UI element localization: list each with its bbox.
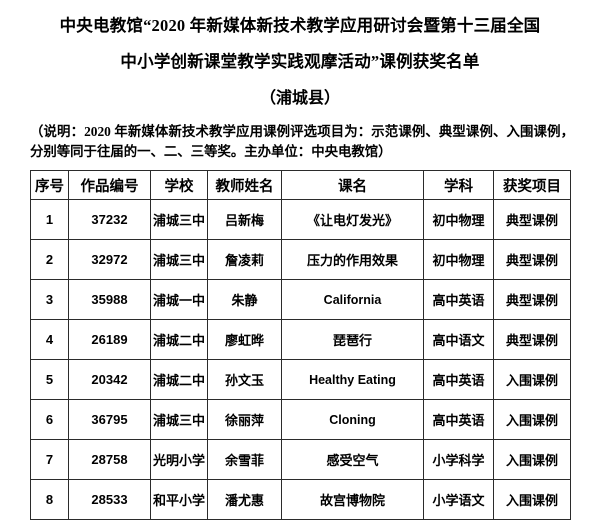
- page-subtitle: （浦城县）: [259, 90, 340, 107]
- cell-school: 浦城二中: [150, 359, 208, 400]
- cell-course: 感受空气: [281, 439, 424, 480]
- explanatory-note: （说明：2020 年新媒体新技术教学应用课例评选项目为：示范课例、典型课例、入围…: [30, 124, 574, 159]
- column-header-index: 序号: [30, 170, 69, 200]
- column-header-teacher: 教师姓名: [207, 170, 282, 200]
- cell-course: 《让电灯发光》: [281, 199, 424, 240]
- cell-index: 1: [30, 199, 69, 240]
- document-title-block: 中央电教馆“2020 年新媒体新技术教学应用研讨会暨第十三届全国 中小学创新课堂…: [0, 0, 600, 116]
- cell-school: 浦城三中: [150, 199, 208, 240]
- cell-index: 6: [30, 399, 69, 440]
- award-table-wrapper: 序号 作品编号 学校 教师姓名 课名 学科 获奖项目 1 37232 浦城三中 …: [30, 170, 571, 520]
- cell-code: 20342: [68, 359, 151, 400]
- cell-teacher: 廖虹晔: [207, 319, 282, 360]
- cell-teacher: 朱静: [207, 279, 282, 320]
- cell-code: 36795: [68, 399, 151, 440]
- table-row: 5 20342 浦城二中 孙文玉 Healthy Eating 高中英语 入围课…: [30, 359, 571, 400]
- cell-index: 2: [30, 239, 69, 280]
- cell-school: 浦城二中: [150, 319, 208, 360]
- table-row: 1 37232 浦城三中 吕新梅 《让电灯发光》 初中物理 典型课例: [30, 199, 571, 240]
- cell-award: 入围课例: [493, 399, 571, 440]
- cell-school: 浦城三中: [150, 399, 208, 440]
- table-row: 6 36795 浦城三中 徐丽萍 Cloning 高中英语 入围课例: [30, 399, 571, 440]
- cell-teacher: 潘尤惠: [207, 479, 282, 520]
- column-header-award: 获奖项目: [493, 170, 571, 200]
- cell-course: Healthy Eating: [281, 359, 424, 400]
- cell-code: 35988: [68, 279, 151, 320]
- table-row: 7 28758 光明小学 余雪菲 感受空气 小学科学 入围课例: [30, 439, 571, 480]
- cell-code: 28758: [68, 439, 151, 480]
- page-title-line-1: 中央电教馆“2020 年新媒体新技术教学应用研讨会暨第十三届全国: [59, 16, 541, 35]
- cell-teacher: 吕新梅: [207, 199, 282, 240]
- cell-index: 3: [30, 279, 69, 320]
- cell-index: 8: [30, 479, 69, 520]
- cell-award: 入围课例: [493, 439, 571, 480]
- table-row: 2 32972 浦城三中 詹凌莉 压力的作用效果 初中物理 典型课例: [30, 239, 571, 280]
- cell-award: 典型课例: [493, 279, 571, 320]
- page-title-line-2: 中小学创新课堂教学实践观摩活动”课例获奖名单: [120, 52, 480, 71]
- cell-subject: 小学科学: [423, 439, 494, 480]
- cell-school: 和平小学: [150, 479, 208, 520]
- table-header-row: 序号 作品编号 学校 教师姓名 课名 学科 获奖项目: [30, 170, 571, 200]
- cell-course: 故宫博物院: [281, 479, 424, 520]
- cell-course: Cloning: [281, 399, 424, 440]
- table-row: 3 35988 浦城一中 朱静 California 高中英语 典型课例: [30, 279, 571, 320]
- cell-code: 26189: [68, 319, 151, 360]
- cell-index: 4: [30, 319, 69, 360]
- cell-subject: 高中语文: [423, 319, 494, 360]
- cell-teacher: 詹凌莉: [207, 239, 282, 280]
- cell-subject: 高中英语: [423, 399, 494, 440]
- cell-school: 光明小学: [150, 439, 208, 480]
- cell-award: 入围课例: [493, 479, 571, 520]
- table-row: 4 26189 浦城二中 廖虹晔 琵琶行 高中语文 典型课例: [30, 319, 571, 360]
- cell-award: 典型课例: [493, 199, 571, 240]
- award-table: 序号 作品编号 学校 教师姓名 课名 学科 获奖项目 1 37232 浦城三中 …: [30, 170, 571, 520]
- column-header-subject: 学科: [423, 170, 494, 200]
- cell-award: 典型课例: [493, 319, 571, 360]
- cell-school: 浦城三中: [150, 239, 208, 280]
- cell-subject: 高中英语: [423, 279, 494, 320]
- column-header-school: 学校: [150, 170, 208, 200]
- cell-code: 28533: [68, 479, 151, 520]
- cell-teacher: 余雪菲: [207, 439, 282, 480]
- cell-teacher: 徐丽萍: [207, 399, 282, 440]
- cell-subject: 初中物理: [423, 199, 494, 240]
- column-header-code: 作品编号: [68, 170, 151, 200]
- cell-index: 7: [30, 439, 69, 480]
- column-header-course: 课名: [281, 170, 424, 200]
- cell-course: 压力的作用效果: [281, 239, 424, 280]
- cell-subject: 初中物理: [423, 239, 494, 280]
- cell-code: 32972: [68, 239, 151, 280]
- cell-award: 典型课例: [493, 239, 571, 280]
- cell-code: 37232: [68, 199, 151, 240]
- cell-course: 琵琶行: [281, 319, 424, 360]
- cell-index: 5: [30, 359, 69, 400]
- cell-award: 入围课例: [493, 359, 571, 400]
- cell-teacher: 孙文玉: [207, 359, 282, 400]
- cell-subject: 高中英语: [423, 359, 494, 400]
- cell-subject: 小学语文: [423, 479, 494, 520]
- table-row: 8 28533 和平小学 潘尤惠 故宫博物院 小学语文 入围课例: [30, 479, 571, 520]
- cell-school: 浦城一中: [150, 279, 208, 320]
- cell-course: California: [281, 279, 424, 320]
